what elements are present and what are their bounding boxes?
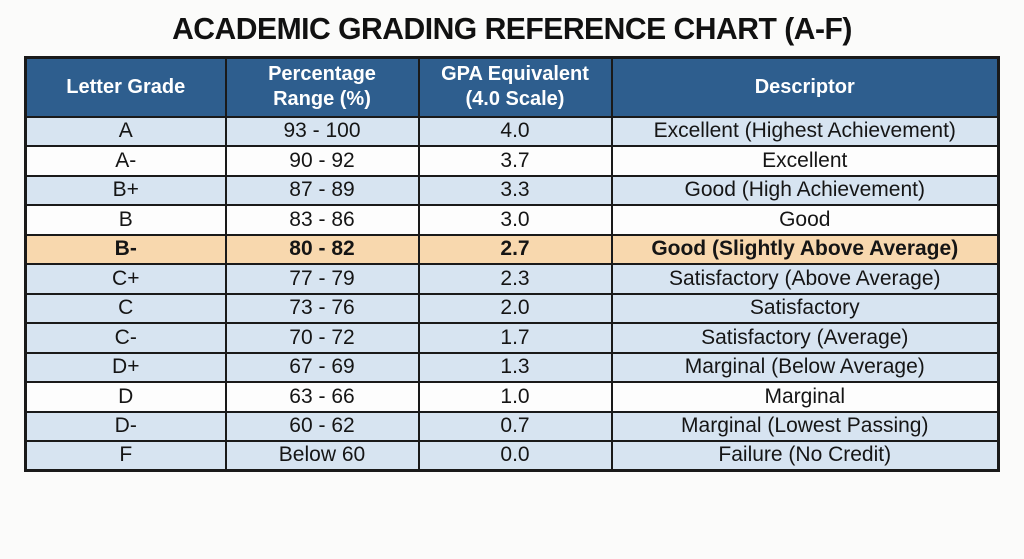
cell-letter-grade: C [24,292,227,324]
header-row: Letter Grade Percentage Range (%) GPA Eq… [24,56,1000,118]
cell-percentage-range: 83 - 86 [224,204,420,236]
cell-gpa: 2.3 [417,263,613,295]
cell-letter-grade: D- [24,410,227,442]
table-header: Letter Grade Percentage Range (%) GPA Eq… [24,56,1000,118]
cell-gpa: 0.0 [417,440,613,472]
cell-gpa: 1.7 [417,322,613,354]
table-row-grade-b-plus: B+ 87 - 89 3.3 Good (High Achievement) [24,174,1000,206]
cell-gpa: 4.0 [417,115,613,147]
table-row-grade-d-minus: D- 60 - 62 0.7 Marginal (Lowest Passing) [24,410,1000,442]
cell-letter-grade: C+ [24,263,227,295]
cell-percentage-range: 77 - 79 [224,263,420,295]
cell-percentage-range: 60 - 62 [224,410,420,442]
cell-letter-grade: A [24,115,227,147]
cell-letter-grade: D+ [24,351,227,383]
table-row-grade-c-plus: C+ 77 - 79 2.3 Satisfactory (Above Avera… [24,263,1000,295]
cell-gpa: 3.7 [417,145,613,177]
table-row-grade-d-plus: D+ 67 - 69 1.3 Marginal (Below Average) [24,351,1000,383]
cell-gpa: 1.3 [417,351,613,383]
table-row-grade-f: F Below 60 0.0 Failure (No Credit) [24,440,1000,472]
table-row-grade-d: D 63 - 66 1.0 Marginal [24,381,1000,413]
table-row-grade-c: C 73 - 76 2.0 Satisfactory [24,292,1000,324]
column-header-descriptor: Descriptor [610,56,1000,118]
cell-descriptor: Marginal (Below Average) [610,351,1000,383]
cell-gpa: 1.0 [417,381,613,413]
cell-descriptor: Excellent (Highest Achievement) [610,115,1000,147]
column-header-gpa-equivalent: GPA Equivalent (4.0 Scale) [417,56,613,118]
page-title: ACADEMIC GRADING REFERENCE CHART (A-F) [172,11,852,46]
cell-descriptor: Satisfactory (Average) [610,322,1000,354]
table-row-grade-c-minus: C- 70 - 72 1.7 Satisfactory (Average) [24,322,1000,354]
cell-descriptor: Good [610,204,1000,236]
cell-gpa: 0.7 [417,410,613,442]
cell-descriptor: Excellent [610,145,1000,177]
cell-descriptor: Satisfactory (Above Average) [610,263,1000,295]
table-row-grade-b: B 83 - 86 3.0 Good [24,204,1000,236]
cell-percentage-range: 70 - 72 [224,322,420,354]
cell-letter-grade: B [24,204,227,236]
table-body: A 93 - 100 4.0 Excellent (Highest Achiev… [24,115,1000,472]
cell-percentage-range: 73 - 76 [224,292,420,324]
cell-percentage-range: 67 - 69 [224,351,420,383]
cell-descriptor: Satisfactory [610,292,1000,324]
cell-letter-grade: C- [24,322,227,354]
grading-table: Letter Grade Percentage Range (%) GPA Eq… [24,56,1000,472]
cell-letter-grade: A- [24,145,227,177]
cell-descriptor: Marginal (Lowest Passing) [610,410,1000,442]
table-row-grade-a-minus: A- 90 - 92 3.7 Excellent [24,145,1000,177]
table-row-grade-b-minus-highlighted: B- 80 - 82 2.7 Good (Slightly Above Aver… [24,233,1000,265]
cell-letter-grade: D [24,381,227,413]
cell-letter-grade: F [24,440,227,472]
cell-percentage-range: 93 - 100 [224,115,420,147]
cell-percentage-range: 87 - 89 [224,174,420,206]
cell-percentage-range: 90 - 92 [224,145,420,177]
cell-gpa: 2.0 [417,292,613,324]
cell-letter-grade: B- [24,233,227,265]
cell-descriptor: Good (High Achievement) [610,174,1000,206]
table-row-grade-a: A 93 - 100 4.0 Excellent (Highest Achiev… [24,115,1000,147]
cell-letter-grade: B+ [24,174,227,206]
column-header-percentage-range: Percentage Range (%) [224,56,420,118]
cell-descriptor: Marginal [610,381,1000,413]
cell-descriptor: Failure (No Credit) [610,440,1000,472]
cell-percentage-range: Below 60 [224,440,420,472]
cell-descriptor: Good (Slightly Above Average) [610,233,1000,265]
column-header-letter-grade: Letter Grade [24,56,227,118]
cell-percentage-range: 63 - 66 [224,381,420,413]
cell-gpa: 3.0 [417,204,613,236]
cell-percentage-range: 80 - 82 [224,233,420,265]
cell-gpa: 3.3 [417,174,613,206]
cell-gpa: 2.7 [417,233,613,265]
